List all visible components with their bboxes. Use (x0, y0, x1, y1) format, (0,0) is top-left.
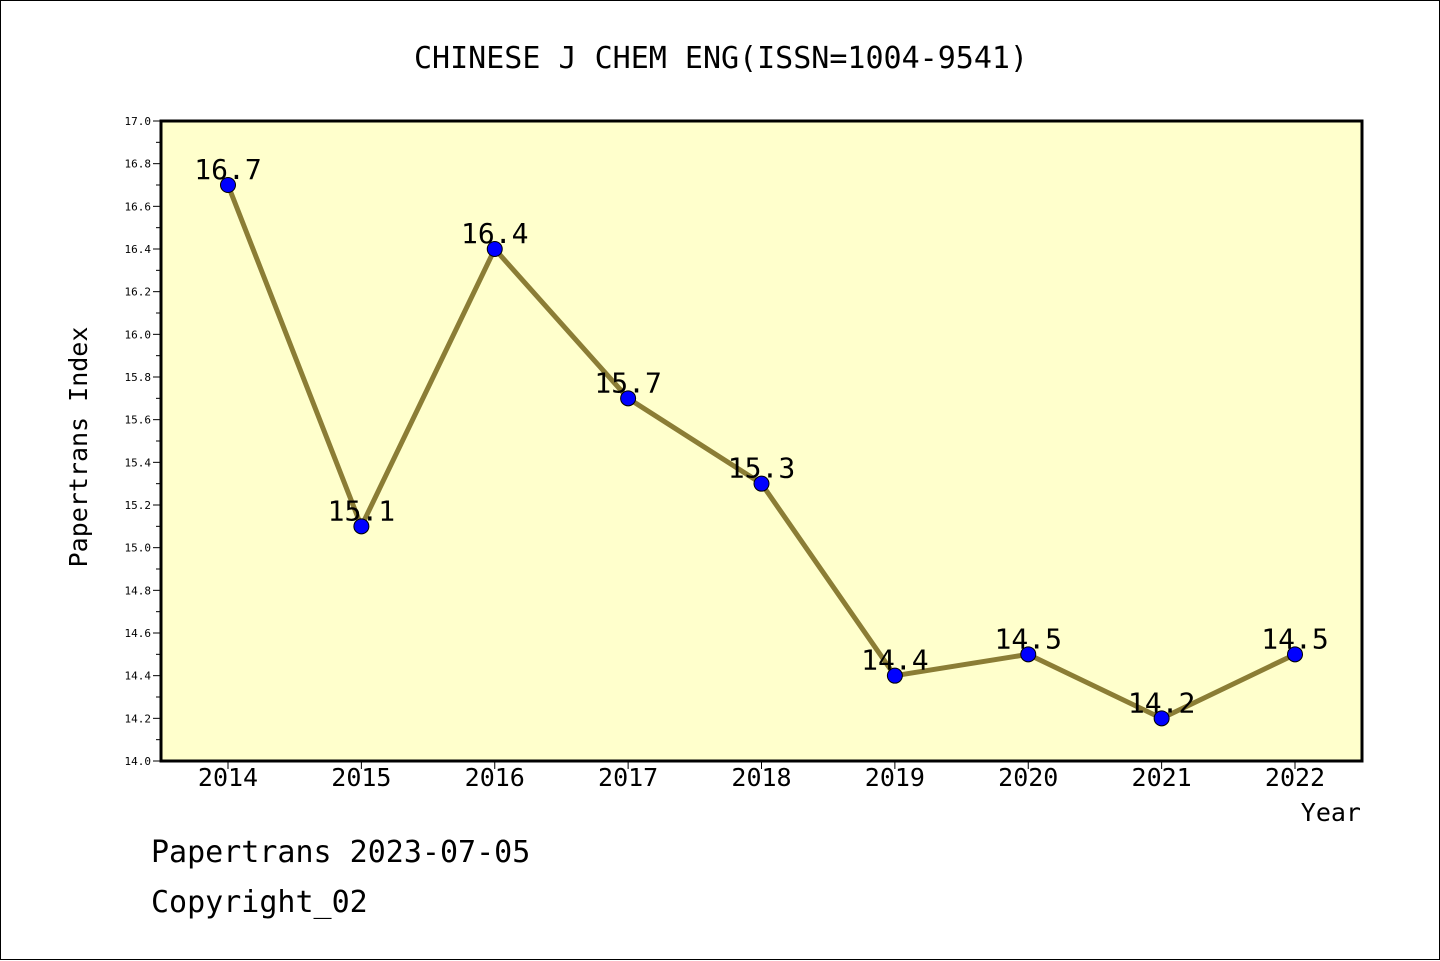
x-axis-label: Year (1301, 798, 1361, 827)
y-tick-label: 15.2 (125, 499, 152, 512)
data-point (753, 475, 770, 492)
y-tick-label: 15.6 (125, 414, 152, 427)
x-tick-label: 2018 (731, 763, 791, 792)
footer-copyright: Copyright_02 (151, 885, 368, 920)
y-tick-label: 15.8 (125, 371, 152, 384)
y-tick-label: 16.2 (125, 286, 152, 299)
x-tick-label: 2015 (331, 763, 391, 792)
plot-border (159, 119, 1364, 763)
data-label: 15.7 (594, 366, 661, 399)
y-tick-label: 15.0 (125, 542, 152, 555)
data-point (620, 390, 637, 407)
x-tick-label: 2014 (198, 763, 258, 792)
y-tick-label: 16.8 (125, 158, 152, 171)
data-label: 14.2 (1128, 686, 1195, 719)
x-axis: 2014 2015 2016 2017 2018 2019 2020 2021 2022 (198, 761, 1325, 792)
y-tick-label: 17.0 (125, 115, 152, 128)
data-point (353, 518, 370, 535)
y-tick-label: 14.6 (125, 627, 152, 640)
y-tick-label: 16.6 (125, 200, 152, 213)
y-axis-label: Papertrans Index (64, 327, 93, 568)
x-tick-label: 2020 (998, 763, 1058, 792)
y-tick-label: 14.0 (125, 755, 152, 768)
chart-title: CHINESE J CHEM ENG(ISSN=1004-9541) (414, 41, 1028, 76)
data-labels: 16.7 15.1 16.4 15.7 15.3 14.4 14.5 14.2 14.5 (194, 153, 1328, 719)
data-label: 15.1 (328, 494, 395, 527)
x-tick-label: 2022 (1265, 763, 1325, 792)
y-tick-label: 14.2 (125, 712, 152, 725)
x-tick-label: 2021 (1132, 763, 1192, 792)
data-point (486, 241, 503, 257)
y-tick-label: 15.4 (125, 456, 152, 469)
data-label: 14.5 (1261, 622, 1328, 655)
y-axis: 14.0 14.2 14.4 14.6 14.8 15.0 15.2 15.4 15.6 15.8… (125, 115, 161, 768)
data-point (220, 177, 236, 193)
data-point (1287, 646, 1303, 663)
y-tick-label: 16.0 (125, 328, 152, 341)
x-tick-label: 2017 (598, 763, 658, 792)
footer-source-date: Papertrans 2023-07-05 (151, 835, 531, 870)
plot-area (161, 121, 1362, 761)
data-point (1153, 710, 1170, 727)
x-tick-label: 2019 (865, 763, 925, 792)
series-group (220, 177, 1303, 727)
data-label: 16.4 (461, 217, 528, 250)
data-label: 15.3 (728, 452, 795, 485)
data-point (1020, 646, 1037, 663)
data-label: 14.5 (995, 622, 1062, 655)
y-tick-label: 14.8 (125, 584, 152, 597)
y-tick-label: 14.4 (125, 670, 152, 683)
data-label: 16.7 (194, 153, 261, 186)
y-tick-label: 16.4 (125, 243, 152, 256)
data-point (886, 667, 903, 684)
x-tick-label: 2016 (465, 763, 525, 792)
data-label: 14.4 (861, 644, 928, 677)
